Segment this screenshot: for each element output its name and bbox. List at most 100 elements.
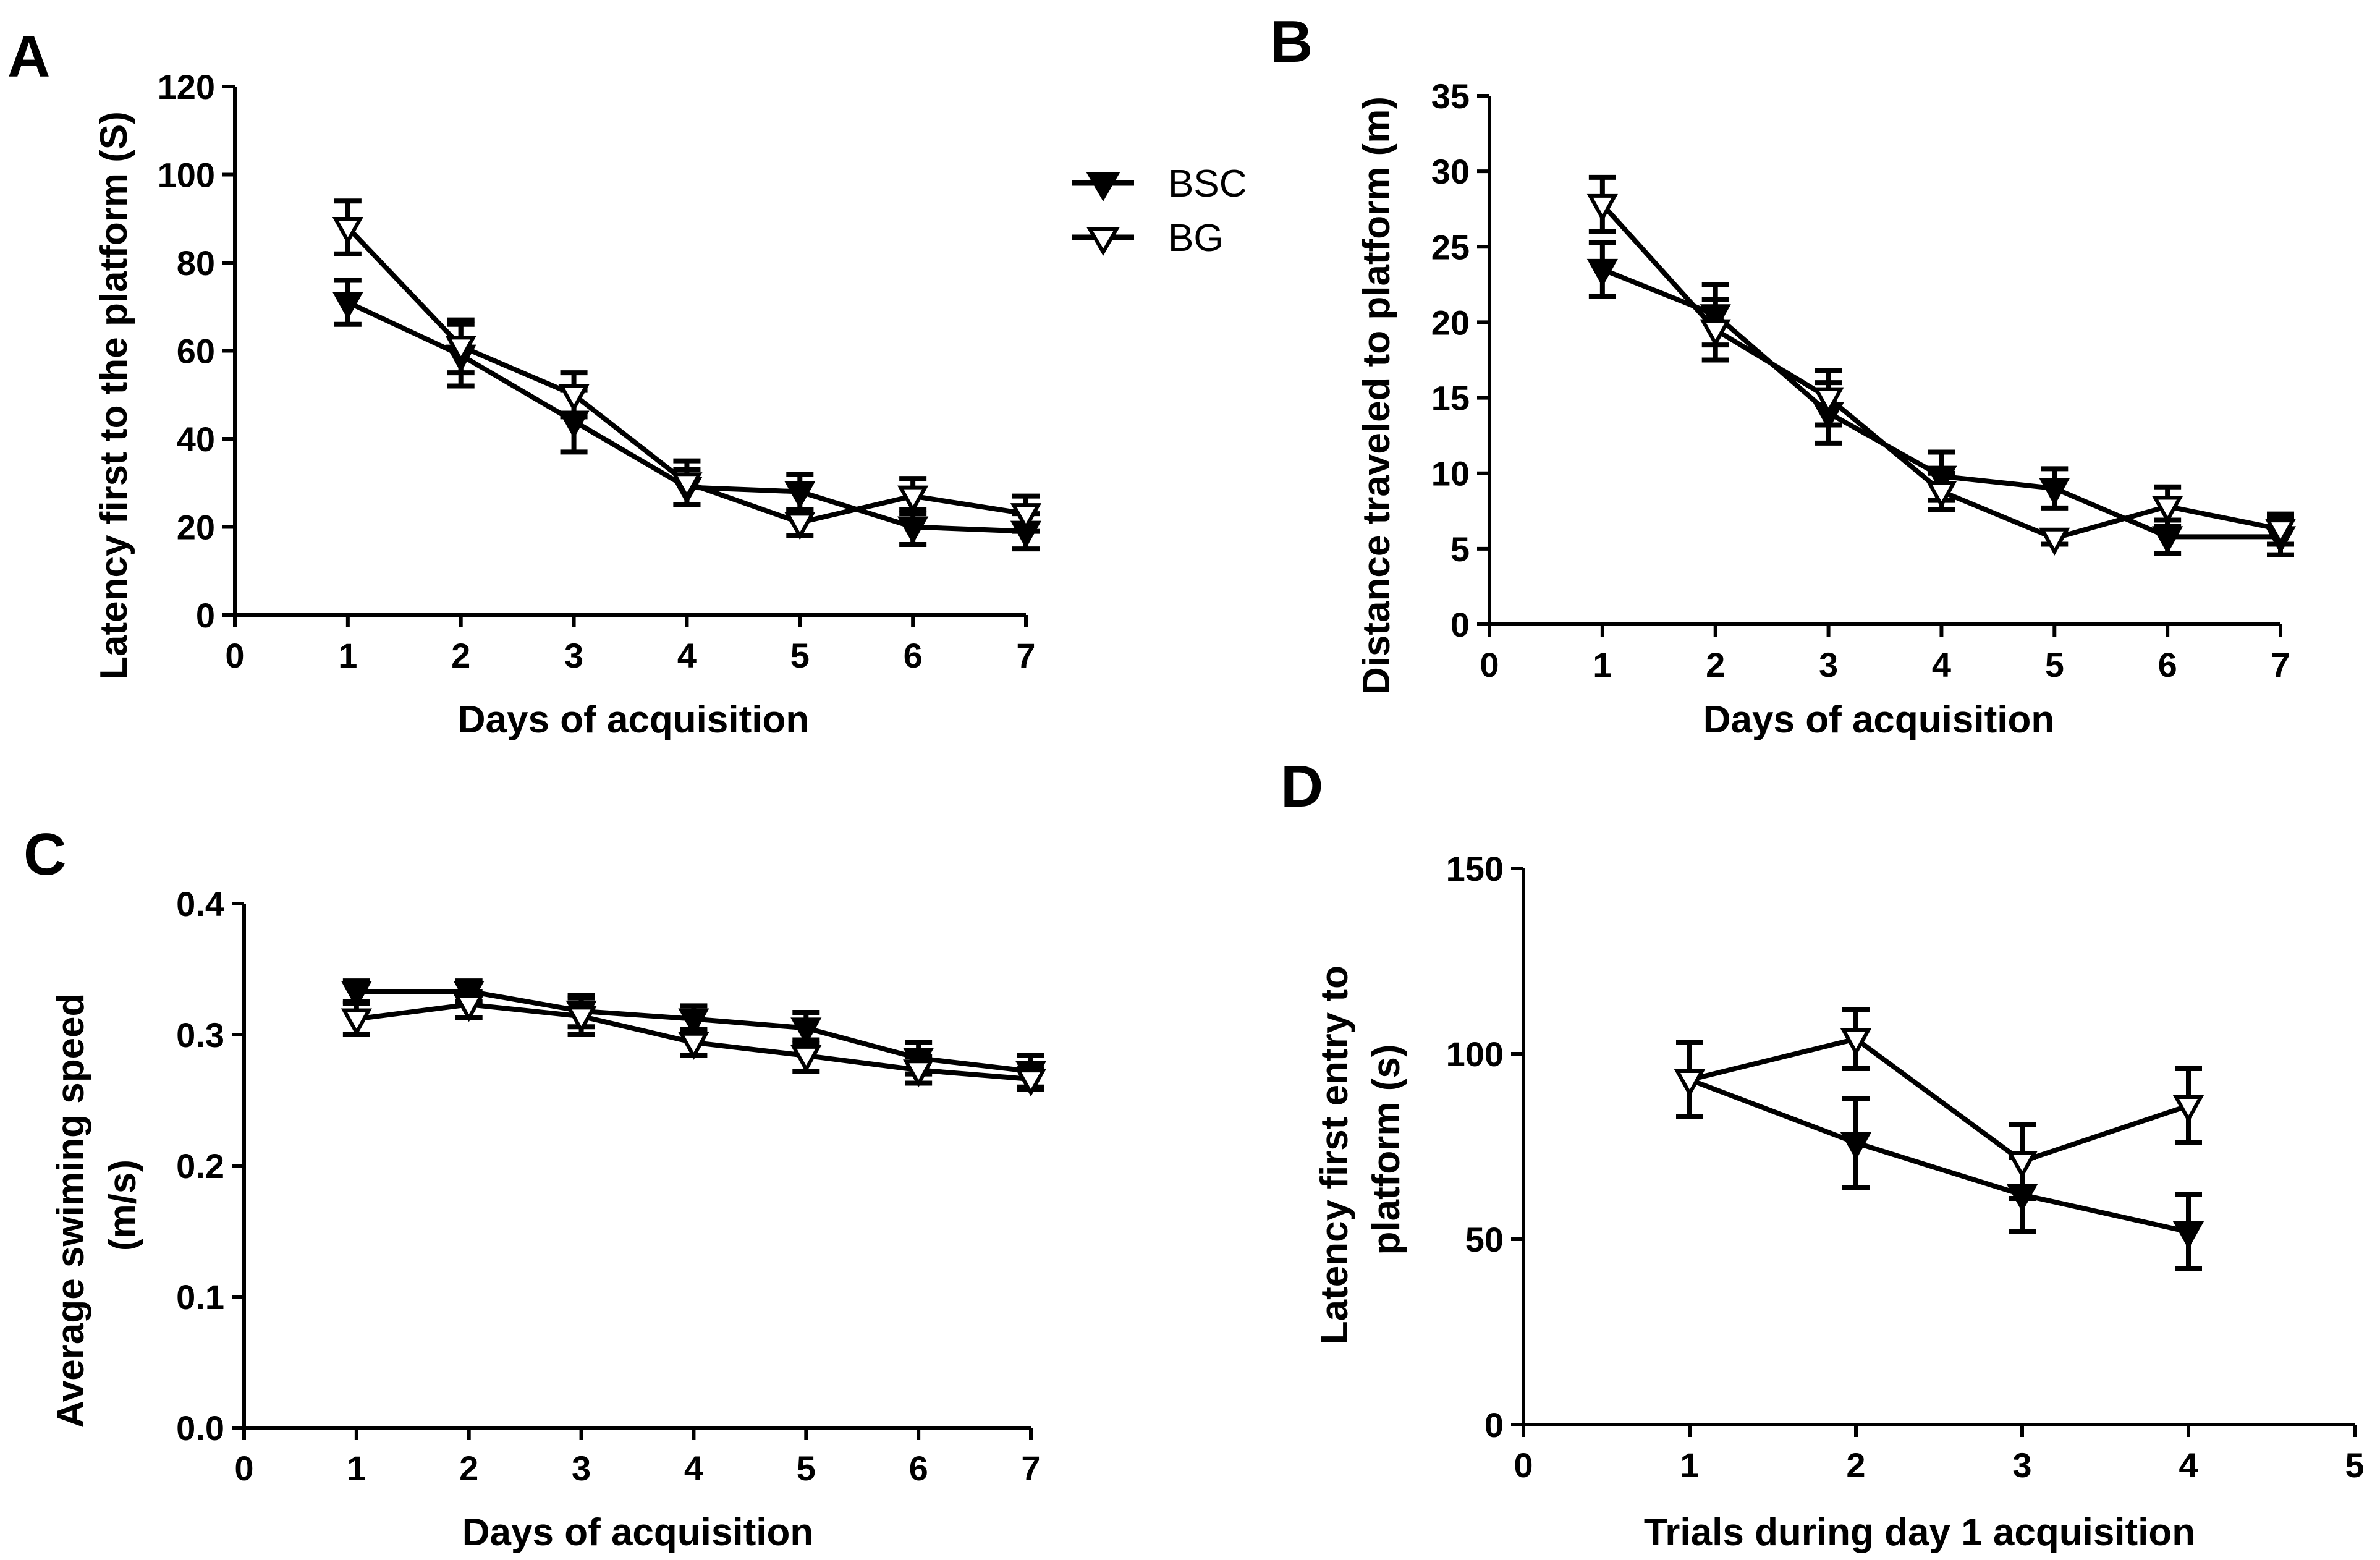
panel-d-y-tick-label: 0 xyxy=(1484,1405,1504,1444)
panel-d-y-axis-label-line2: platform (s) xyxy=(1365,1045,1408,1255)
panel-c-series-bg-point xyxy=(565,1006,597,1034)
panel-c-x-tick-label: 0 xyxy=(234,1449,253,1488)
panel-a-y-tick-label: 60 xyxy=(177,332,215,371)
legend-bsc-label: BSC xyxy=(1168,163,1247,205)
panel-d-y-tick-label: 100 xyxy=(1446,1035,1504,1074)
panel-d-letter: D xyxy=(1281,753,1323,820)
panel-c-y-tick-label: 0.3 xyxy=(176,1015,224,1054)
panel-a-series-bsc-point xyxy=(897,516,929,545)
panel-c-x-tick-label: 7 xyxy=(1021,1449,1040,1488)
panel-c-y-axis-label-line2: (m/s) xyxy=(101,1159,144,1251)
panel-c-series-bg-point xyxy=(341,1008,372,1036)
panel-b-x-tick-label: 7 xyxy=(2271,645,2290,684)
panel-b-series-bg-point xyxy=(2152,496,2183,524)
panel-b-series-bg-point xyxy=(1700,319,1731,347)
panel-a-x-tick-label: 1 xyxy=(338,636,357,675)
legend-entry-bg: BG xyxy=(1072,217,1224,260)
panel-c-series-bsc-point xyxy=(678,1008,709,1036)
panel-c-series-bg-point xyxy=(1015,1069,1047,1097)
legend-bg-marker-icon xyxy=(1086,227,1120,256)
panel-d-y-tick-label: 150 xyxy=(1446,849,1504,888)
panel-c-series-bg-point xyxy=(678,1032,709,1060)
panel-d-series-bsc-point xyxy=(1840,1132,1872,1161)
legend-bsc-marker-icon xyxy=(1086,172,1120,201)
panel-a-x-tick-label: 3 xyxy=(564,636,583,675)
panel-b-series-bg-point xyxy=(1813,387,1844,415)
panel-d-x-tick-label: 2 xyxy=(1846,1446,1865,1485)
panel-d-y-tick-label: 50 xyxy=(1465,1220,1504,1259)
panel-b-plot-area: 0 5 10 15 20 25 30 35 0 1 2 3 4 5 6 7 xyxy=(1431,77,2297,684)
panel-a-x-axis-label: Days of acquisition xyxy=(458,698,809,741)
panel-b-y-tick-label: 5 xyxy=(1450,530,1470,569)
panel-b-y-tick-label: 15 xyxy=(1431,379,1470,418)
panel-b-x-axis-label: Days of acquisition xyxy=(1703,698,2054,741)
panel-b-y-tick-label: 20 xyxy=(1431,303,1470,342)
panel-a-y-tick-label: 20 xyxy=(177,508,215,547)
panel-d-series-bg-point xyxy=(2006,1151,2038,1179)
legend: BSC BG xyxy=(1072,163,1247,260)
panel-a-series-bg-point xyxy=(445,336,476,364)
legend-bg-label: BG xyxy=(1168,217,1224,260)
panel-d-plot-area: 0 50 100 150 0 1 2 3 4 5 xyxy=(1446,849,2365,1485)
panel-c-x-tick-label: 2 xyxy=(459,1449,478,1488)
panel-b: B Days of acquisition Distance traveled … xyxy=(1270,9,2297,741)
panel-b-x-tick-label: 0 xyxy=(1480,645,1499,684)
panel-d-series-bg-point xyxy=(1674,1069,1706,1098)
panel-b-x-tick-label: 2 xyxy=(1706,645,1725,684)
panel-b-series-bg-point xyxy=(2039,527,2070,556)
panel-a-series-bg-point xyxy=(332,217,363,245)
panel-a-series-bg-point xyxy=(671,472,703,501)
panel-a-y-tick-label: 80 xyxy=(177,244,215,282)
panel-c-y-axis-label: Average swiming speed (m/s) xyxy=(49,982,144,1428)
panel-a-x-tick-label: 5 xyxy=(790,636,810,675)
panel-d: D Trials during day 1 acquisition Latenc… xyxy=(1281,753,2365,1554)
panel-a-letter: A xyxy=(7,23,50,90)
panel-a-x-tick-label: 6 xyxy=(904,636,923,675)
panel-b-x-tick-label: 4 xyxy=(1932,645,1951,684)
panel-b-series-bg-point xyxy=(1926,481,1957,509)
panel-a-series-bsc-point xyxy=(784,481,816,509)
panel-c-y-tick-label: 0.4 xyxy=(176,884,224,923)
panel-d-x-tick-label: 5 xyxy=(2345,1446,2364,1485)
panel-c-x-tick-label: 5 xyxy=(797,1449,816,1488)
panel-c-letter: C xyxy=(23,821,66,888)
legend-entry-bsc: BSC xyxy=(1072,163,1247,205)
panel-a-series-bg-point xyxy=(558,384,590,412)
panel-a-series-bg-point xyxy=(784,512,816,540)
panel-d-x-tick-label: 1 xyxy=(1680,1446,1699,1485)
panel-b-x-tick-label: 1 xyxy=(1593,645,1612,684)
panel-d-series-bg-point xyxy=(2172,1095,2204,1124)
panel-c-y-tick-label: 0.1 xyxy=(176,1278,224,1316)
panel-c-y-axis-label-line1: Average swiming speed xyxy=(49,993,92,1428)
panel-c-x-tick-label: 1 xyxy=(347,1449,366,1488)
panel-d-series-bsc-line xyxy=(1688,1077,2189,1234)
panel-b-series-bg-point xyxy=(2264,519,2297,547)
panel-b-y-tick-label: 0 xyxy=(1450,605,1470,644)
panel-a-x-tick-label: 4 xyxy=(677,636,697,675)
panel-a-x-tick-label: 0 xyxy=(225,636,244,675)
panel-a-plot-area: 0 20 40 60 80 100 120 0 1 2 3 4 5 6 7 xyxy=(158,67,1042,675)
panel-c: C Days of acquisition Average swiming sp… xyxy=(23,821,1047,1554)
panel-b-y-tick-label: 25 xyxy=(1431,227,1470,266)
panel-c-x-tick-label: 4 xyxy=(684,1449,703,1488)
panel-c-series-bsc-point xyxy=(790,1017,822,1046)
panel-c-x-axis-label: Days of acquisition xyxy=(462,1511,813,1554)
panel-c-series-bsc-point xyxy=(341,981,372,1009)
panel-d-y-axis-label: Latency first entry to platform (s) xyxy=(1313,955,1408,1344)
panel-b-series-bg-point xyxy=(1586,193,1618,223)
panel-d-series-bsc-point xyxy=(2172,1221,2204,1250)
panel-b-y-axis-label: Distance traveled to platform (m) xyxy=(1355,96,1398,695)
panel-c-x-tick-label: 3 xyxy=(572,1449,591,1488)
panel-d-x-axis-label: Trials during day 1 acquisition xyxy=(1644,1511,2195,1554)
panel-d-x-tick-label: 0 xyxy=(1514,1446,1533,1485)
panel-c-y-tick-label: 0.2 xyxy=(176,1147,224,1185)
panel-d-y-axis-label-line1: Latency first entry to xyxy=(1313,965,1356,1344)
panel-c-series-bg-point xyxy=(903,1059,934,1088)
panel-a-series-bg-point xyxy=(897,485,929,514)
panel-c-plot-area: 0.0 0.1 0.2 0.3 0.4 0 1 2 3 4 5 6 7 xyxy=(176,884,1047,1488)
panel-b-letter: B xyxy=(1270,9,1313,75)
panel-b-y-tick-label: 30 xyxy=(1431,152,1470,191)
panel-b-series-bsc-point xyxy=(1586,258,1618,287)
panel-d-x-tick-label: 3 xyxy=(2012,1446,2031,1485)
panel-b-x-tick-label: 5 xyxy=(2045,645,2064,684)
